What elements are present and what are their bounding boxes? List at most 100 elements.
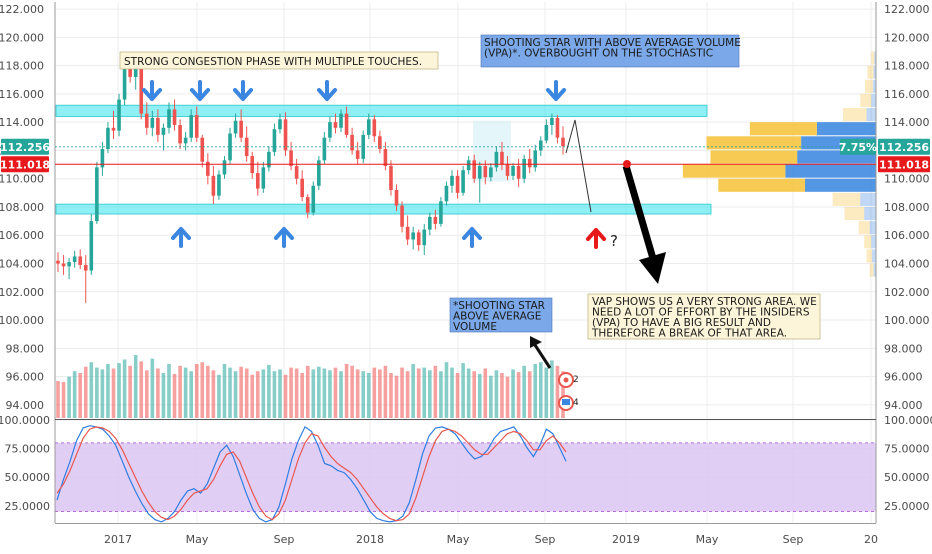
candle-body[interactable] [167, 109, 171, 128]
candle-body[interactable] [538, 140, 543, 151]
candle-body[interactable] [416, 232, 421, 246]
volume-profile-buy-bar [867, 65, 874, 79]
candle-body[interactable] [527, 158, 532, 168]
candle-body[interactable] [100, 149, 105, 168]
candle-body[interactable] [511, 165, 515, 176]
candle-body[interactable] [183, 137, 188, 144]
candle-body[interactable] [272, 129, 277, 152]
candle-body[interactable] [533, 150, 538, 168]
candle-body[interactable] [411, 232, 415, 240]
candle-body[interactable] [477, 165, 482, 179]
candle-body[interactable] [305, 197, 310, 213]
candle-body[interactable] [561, 137, 565, 147]
candle-body[interactable] [372, 119, 377, 137]
candle-body[interactable] [222, 160, 227, 175]
candle-body[interactable] [300, 178, 304, 198]
candle-body[interactable] [322, 137, 327, 161]
candle-body[interactable] [233, 120, 238, 134]
candle-body[interactable] [394, 190, 399, 206]
candle-body[interactable] [200, 137, 205, 162]
candle-body[interactable] [466, 160, 471, 171]
candle-body[interactable] [95, 167, 99, 222]
candle-body[interactable] [278, 119, 282, 130]
candle-body[interactable] [494, 151, 499, 168]
candle-body[interactable] [128, 67, 132, 77]
candle-body[interactable] [389, 165, 393, 191]
candle-body[interactable] [161, 127, 166, 135]
candle-body[interactable] [67, 262, 71, 267]
candle-body[interactable] [350, 134, 354, 151]
candle-body[interactable] [428, 216, 432, 230]
candle-body[interactable] [294, 165, 299, 179]
candle-body[interactable] [89, 221, 94, 271]
candle-body[interactable] [244, 137, 249, 157]
candle-body[interactable] [139, 68, 144, 114]
candle-body[interactable] [228, 133, 232, 161]
candle-body[interactable] [355, 150, 360, 159]
candle-body[interactable] [194, 115, 199, 138]
candle-body[interactable] [172, 109, 177, 125]
candle-body[interactable] [83, 264, 88, 271]
candle-body[interactable] [383, 149, 388, 166]
candle-body[interactable] [366, 119, 371, 135]
candle-body[interactable] [72, 256, 77, 263]
candle-body[interactable] [311, 185, 316, 213]
volume-bar [372, 367, 377, 418]
y-tick-left: 100.000 [0, 314, 44, 327]
candle-body[interactable] [489, 167, 493, 178]
candle-body[interactable] [444, 185, 449, 202]
candle-body[interactable] [156, 117, 160, 135]
candle-body[interactable] [211, 175, 216, 196]
candle-body[interactable] [378, 136, 382, 150]
candle-body[interactable] [61, 263, 66, 267]
candle-body[interactable] [339, 113, 343, 128]
candle-body[interactable] [144, 113, 149, 128]
candle-body[interactable] [56, 260, 60, 264]
candle-body[interactable] [106, 127, 110, 150]
candle-body[interactable] [400, 205, 404, 227]
shooting-star-volume-note-box [449, 297, 553, 333]
candle-body[interactable] [283, 119, 288, 151]
candle-body[interactable] [217, 174, 221, 196]
candle-body[interactable] [133, 68, 138, 77]
candle-body[interactable] [461, 170, 465, 193]
candle-body[interactable] [333, 122, 338, 128]
candle-body[interactable] [189, 115, 193, 138]
support-zone[interactable] [55, 203, 712, 215]
candle-body[interactable] [405, 226, 410, 240]
candle-body[interactable] [516, 165, 521, 179]
candle-body[interactable] [150, 117, 155, 128]
candle-body[interactable] [544, 124, 549, 141]
candle-body[interactable] [117, 99, 121, 131]
candle-body[interactable] [439, 201, 443, 224]
candle-body[interactable] [267, 151, 271, 168]
candle-body[interactable] [255, 173, 260, 189]
candle-body[interactable] [450, 175, 454, 186]
candle-body[interactable] [505, 164, 510, 176]
candle-body[interactable] [483, 165, 488, 178]
candle-body[interactable] [289, 150, 293, 166]
candle-body[interactable] [178, 124, 182, 144]
candle-body[interactable] [328, 122, 332, 138]
candle-body[interactable] [522, 158, 526, 179]
candle-body[interactable] [317, 160, 321, 186]
candle-body[interactable] [455, 175, 460, 193]
candle-body[interactable] [239, 120, 243, 138]
candle-body[interactable] [433, 216, 438, 224]
candle-body[interactable] [550, 117, 554, 125]
candle-body[interactable] [344, 113, 349, 135]
candle-body[interactable] [111, 127, 116, 131]
candle-body[interactable] [500, 151, 504, 165]
candle-body[interactable] [422, 229, 427, 246]
candle-body[interactable] [555, 117, 560, 138]
candle-body[interactable] [472, 160, 477, 179]
candle-body[interactable] [78, 256, 83, 265]
resistance-zone[interactable] [55, 104, 708, 117]
candle-body[interactable] [122, 67, 127, 100]
volume-profile-sell-bar [869, 221, 876, 235]
candle-body[interactable] [206, 161, 210, 176]
candle-body[interactable] [261, 167, 266, 189]
volume-profile-sell-bar [873, 65, 876, 79]
